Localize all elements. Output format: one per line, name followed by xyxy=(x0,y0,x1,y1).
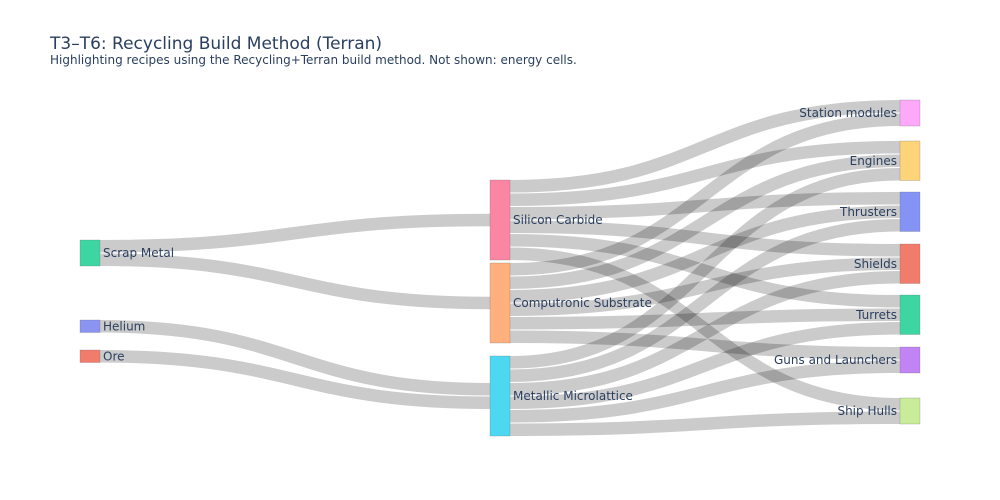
node-comp xyxy=(489,262,511,344)
node-engines xyxy=(899,140,921,181)
link-sic-to-engines xyxy=(509,141,901,206)
sankey-nodes: Scrap Metal Helium Ore Silicon Carbide Compu… xyxy=(79,99,921,437)
chart-subtitle: Highlighting recipes using the Recycling… xyxy=(50,53,577,67)
link-metal-to-engines xyxy=(509,168,901,369)
chart-title: T3–T6: Recycling Build Method (Terran) xyxy=(50,34,383,54)
link-sic-to-shields xyxy=(509,220,901,257)
link-ore-to-metal xyxy=(99,350,491,409)
node-label-scrap: Scrap Metal xyxy=(103,246,174,260)
link-comp-to-shields xyxy=(509,257,901,316)
link-scrap-to-sic xyxy=(99,213,491,253)
node-sic xyxy=(489,179,511,261)
node-label-shields: Shields xyxy=(854,257,897,271)
node-label-station: Station modules xyxy=(799,106,897,120)
link-comp-to-station xyxy=(509,113,901,276)
node-label-turrets: Turrets xyxy=(855,308,897,322)
link-metal-to-turrets xyxy=(509,322,901,409)
node-label-helium: Helium xyxy=(103,319,145,333)
node-ore xyxy=(79,349,101,363)
link-sic-to-thrusters xyxy=(509,192,901,220)
node-label-guns: Guns and Launchers xyxy=(774,353,897,367)
node-scrap xyxy=(79,239,101,267)
link-comp-to-guns xyxy=(509,330,901,360)
node-helium xyxy=(79,319,101,333)
node-turrets xyxy=(899,294,921,335)
node-metal xyxy=(489,355,511,437)
node-thrusters xyxy=(899,191,921,232)
node-station xyxy=(899,99,921,127)
link-sic-to-station xyxy=(509,100,901,193)
link-comp-to-turrets xyxy=(509,308,901,330)
link-scrap-to-comp xyxy=(99,253,491,310)
node-label-comp: Computronic Substrate xyxy=(513,296,652,310)
link-comp-to-engines xyxy=(509,154,901,289)
link-metal-to-shields xyxy=(509,271,901,396)
node-label-hulls: Ship Hulls xyxy=(837,404,897,418)
link-metal-to-guns xyxy=(509,360,901,423)
node-label-thrusters: Thrusters xyxy=(839,205,897,219)
node-guns xyxy=(899,346,921,374)
node-label-ore: Ore xyxy=(103,349,125,363)
link-metal-to-hulls xyxy=(509,411,901,436)
node-label-sic: Silicon Carbide xyxy=(513,213,603,227)
node-hulls xyxy=(899,397,921,425)
node-shields xyxy=(899,243,921,284)
link-metal-to-thrusters xyxy=(509,219,901,382)
link-comp-to-thrusters xyxy=(509,205,901,303)
sankey-links xyxy=(99,100,901,436)
node-label-engines: Engines xyxy=(850,154,897,168)
node-label-metal: Metallic Microlattice xyxy=(513,389,633,403)
link-helium-to-metal xyxy=(99,320,491,396)
